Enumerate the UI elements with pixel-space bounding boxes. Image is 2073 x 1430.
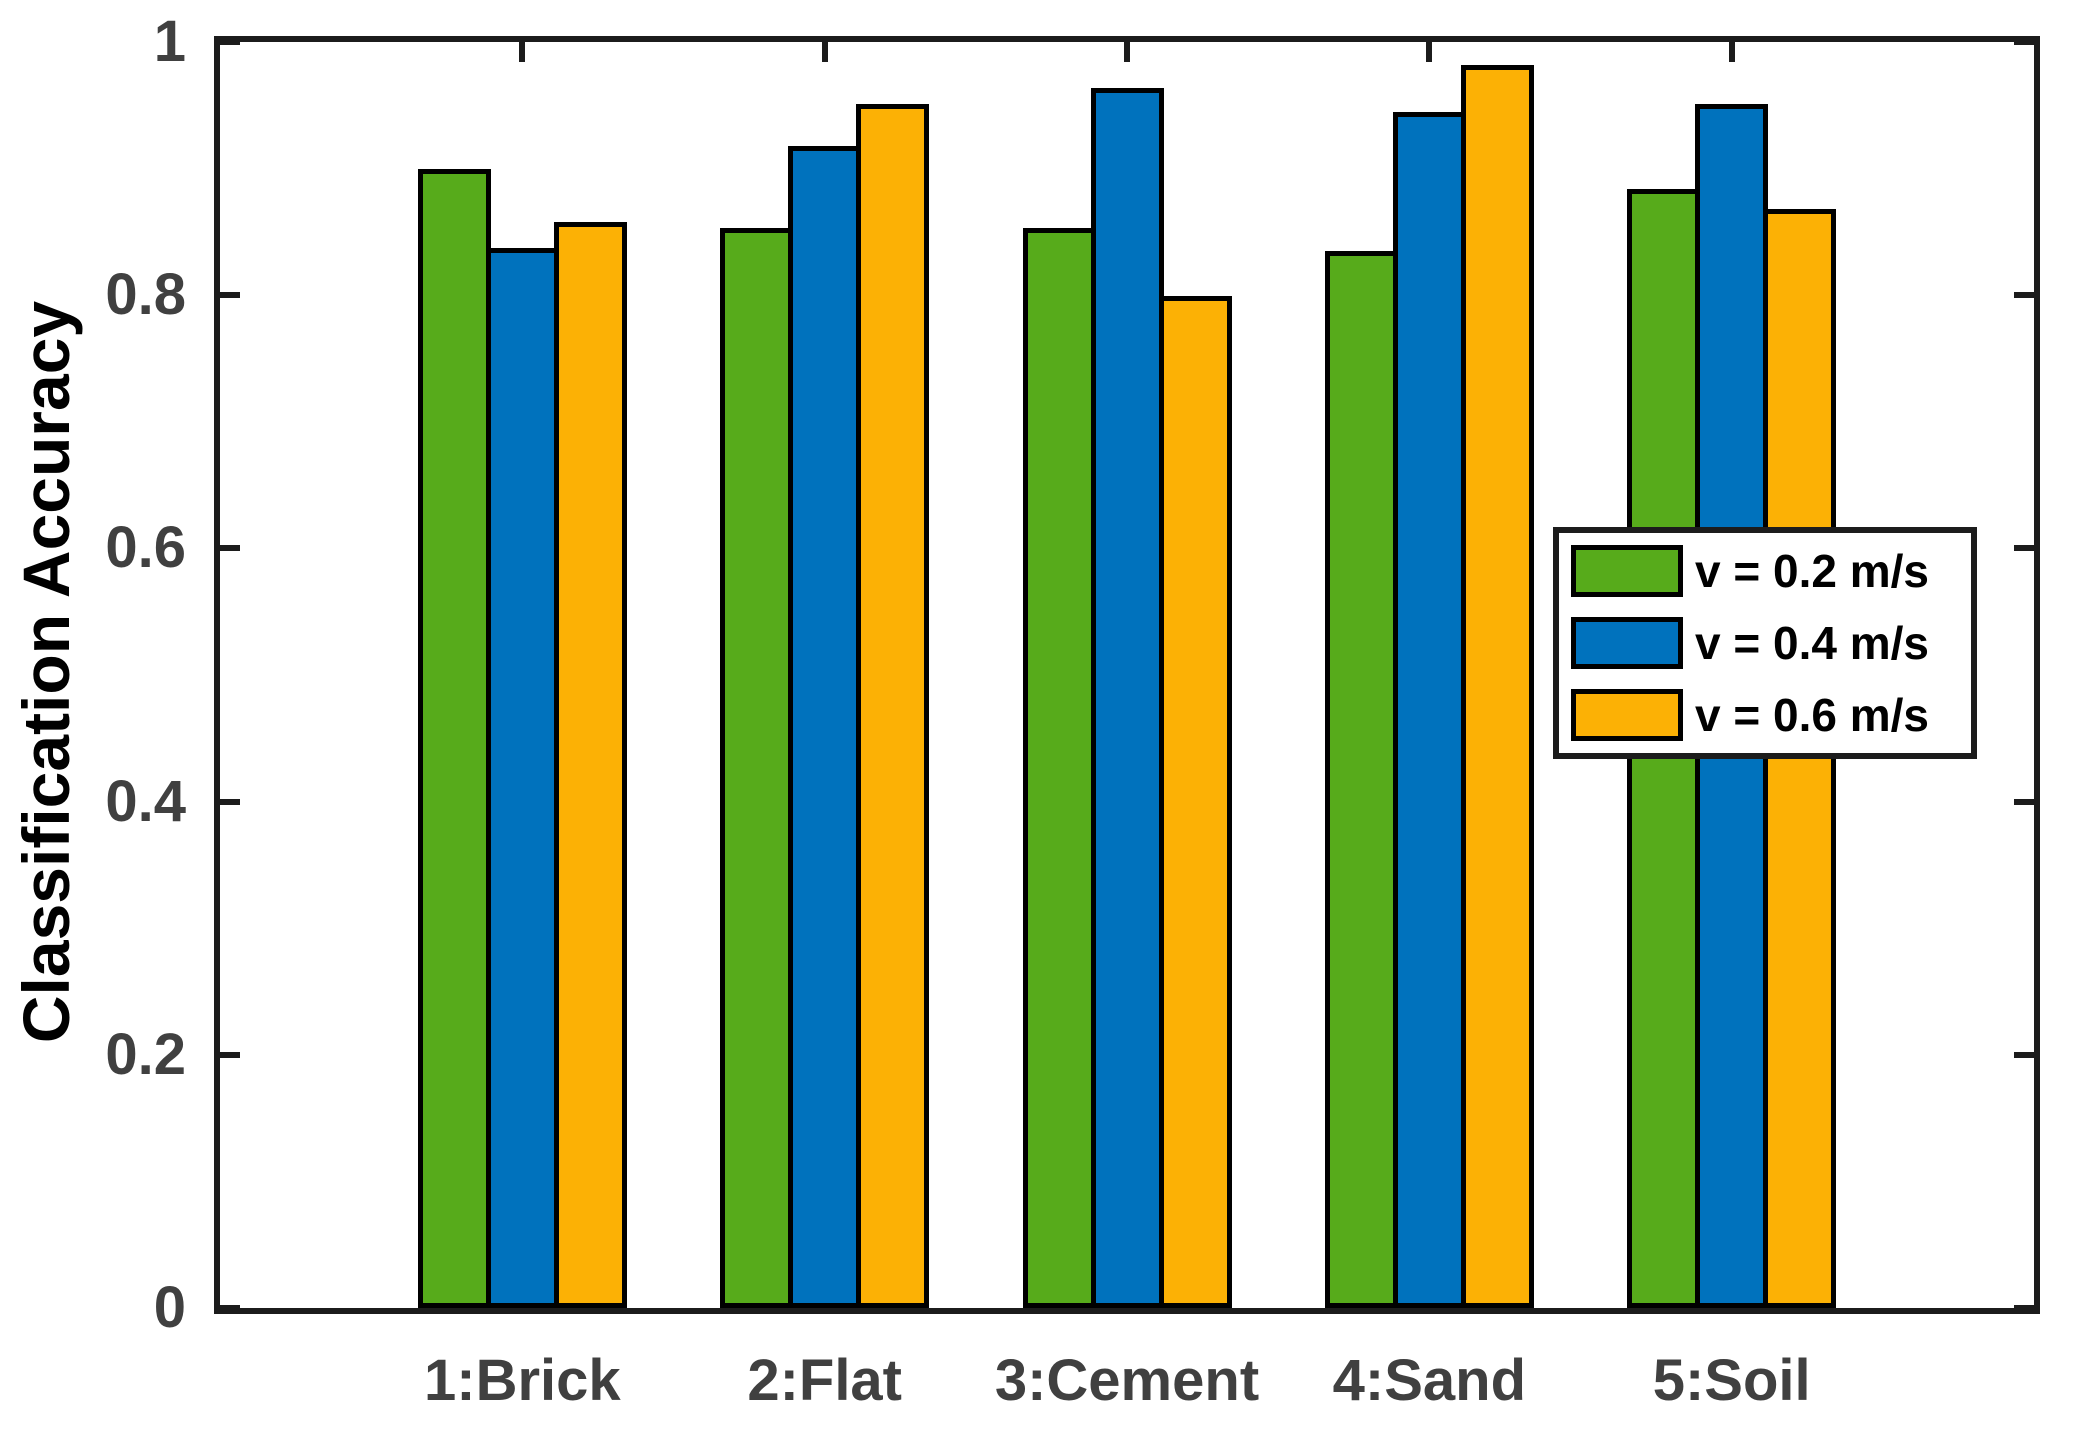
legend-swatch — [1571, 689, 1683, 741]
x-tick-label: 1:Brick — [424, 1348, 621, 1413]
bar — [553, 221, 627, 1308]
bar — [417, 168, 491, 1308]
x-tick-label: 5:Soil — [1652, 1348, 1811, 1413]
legend-box: v = 0.2 m/s v = 0.4 m/s v = 0.6 m/s — [1553, 527, 1977, 759]
y-tick-mark — [220, 292, 240, 299]
y-tick-mark — [220, 1305, 240, 1308]
y-tick-mark — [2014, 1305, 2034, 1308]
x-tick-mark — [1426, 42, 1433, 62]
legend-swatch — [1571, 617, 1683, 669]
legend-entry-label: v = 0.4 m/s — [1695, 617, 1929, 669]
x-tick-mark — [519, 42, 526, 62]
x-tick-label: 2:Flat — [747, 1348, 902, 1413]
x-tick-mark — [821, 42, 828, 62]
y-tick-label: 0.2 — [105, 1021, 186, 1087]
legend-swatch — [1571, 545, 1683, 597]
y-tick-label: 0 — [153, 1275, 186, 1340]
bar — [1022, 228, 1096, 1308]
y-axis-title: Classification Accuracy — [9, 300, 83, 1044]
bar — [1392, 111, 1466, 1308]
x-tick-mark — [1728, 42, 1735, 62]
y-tick-mark — [220, 545, 240, 552]
y-tick-mark — [2014, 1051, 2034, 1058]
y-tick-label: 0.6 — [105, 515, 186, 581]
y-tick-mark — [220, 1051, 240, 1058]
y-tick-label: 0.8 — [105, 262, 186, 328]
y-tick-mark — [2014, 798, 2034, 805]
y-tick-mark — [2014, 292, 2034, 299]
y-tick-mark — [220, 798, 240, 805]
bar — [485, 248, 559, 1308]
x-tick-label: 3:Cement — [994, 1348, 1260, 1413]
bar — [856, 104, 930, 1308]
y-tick-mark — [220, 42, 240, 45]
bar — [1460, 64, 1534, 1308]
y-tick-label: 0.4 — [105, 768, 186, 834]
y-tick-mark — [2014, 42, 2034, 45]
bar — [788, 145, 862, 1308]
legend-entry-label: v = 0.2 m/s — [1695, 545, 1929, 597]
bar — [1158, 296, 1232, 1308]
bar — [720, 228, 794, 1308]
x-tick-mark — [1124, 42, 1130, 62]
x-tick-label: 4:Sand — [1332, 1348, 1527, 1413]
legend-entry-label: v = 0.6 m/s — [1695, 689, 1929, 741]
y-tick-mark — [2014, 545, 2034, 552]
bar — [1090, 87, 1164, 1308]
y-tick-label: 1 — [153, 9, 186, 74]
bar — [1324, 250, 1398, 1308]
